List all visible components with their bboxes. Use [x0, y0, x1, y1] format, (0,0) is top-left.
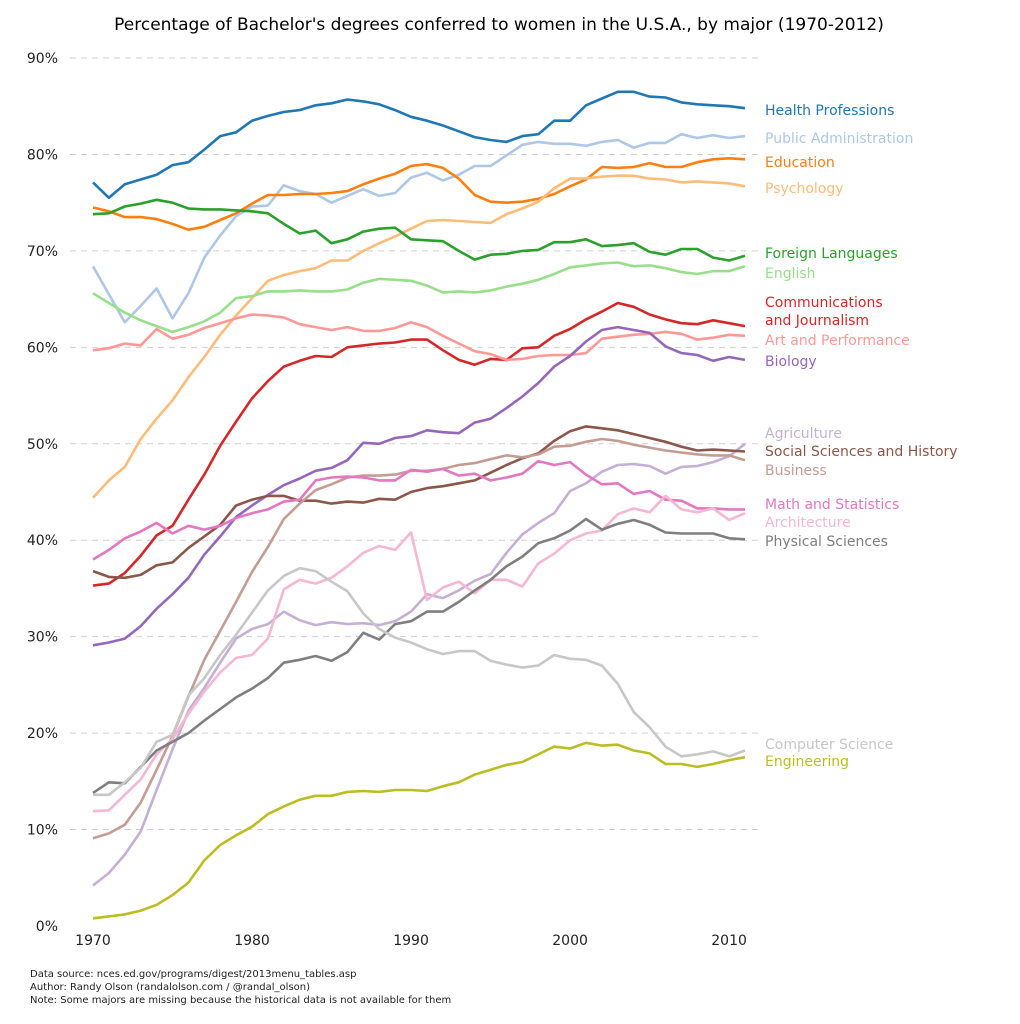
y-tick-label: 60%	[27, 340, 58, 356]
missing-majors-note: Note: Some majors are missing because th…	[30, 995, 452, 1006]
x-tick-label: 2010	[711, 933, 747, 949]
series-label-english: English	[765, 266, 816, 282]
series-label-engineering: Engineering	[765, 754, 849, 770]
series-label-math-and-statistics: Math and Statistics	[765, 497, 899, 513]
series-lines	[91, 90, 746, 920]
y-axis-ticks: 0% 10% 20% 30% 40% 50% 60% 70% 80% 90%	[27, 51, 58, 935]
series-label-art-and-performance: Art and Performance	[765, 333, 910, 349]
series-label-architecture: Architecture	[765, 515, 851, 531]
series-label-health-professions: Health Professions	[765, 103, 894, 119]
series-line-business	[92, 437, 746, 840]
y-tick-label: 10%	[27, 823, 58, 839]
x-tick-label: 2000	[552, 933, 588, 949]
series-line-biology	[92, 325, 746, 647]
data-source-note: Data source: nces.ed.gov/programs/digest…	[30, 969, 357, 980]
series-line-art-and-performance	[92, 313, 746, 362]
series-line-health-professions	[92, 90, 746, 200]
x-tick-label: 1970	[75, 933, 111, 949]
series-line-public-administration	[91, 132, 746, 324]
series-label-biology: Biology	[765, 354, 817, 370]
series-line-psychology	[92, 174, 746, 499]
y-tick-label: 20%	[27, 726, 58, 742]
x-tick-label: 1990	[393, 933, 429, 949]
y-tick-label: 50%	[27, 437, 58, 453]
author-note: Author: Randy Olson (randalolson.com / @…	[30, 982, 311, 993]
y-tick-label: 0%	[36, 919, 58, 935]
chart-title: Percentage of Bachelor's degrees conferr…	[114, 15, 884, 35]
y-tick-label: 70%	[27, 244, 58, 260]
series-labels: Health Professions Public Administration E…	[765, 103, 958, 770]
series-label-education: Education	[765, 155, 835, 171]
series-line-math-and-statistics	[92, 459, 745, 561]
x-tick-label: 1980	[234, 933, 270, 949]
gridlines	[70, 57, 760, 831]
series-label-public-administration: Public Administration	[765, 131, 913, 147]
y-tick-label: 30%	[27, 630, 58, 646]
y-tick-label: 90%	[27, 51, 58, 67]
series-label-physical-sciences: Physical Sciences	[765, 534, 888, 550]
series-label-business: Business	[765, 463, 827, 479]
y-tick-label: 40%	[27, 533, 58, 549]
series-line-foreign-languages	[92, 198, 746, 262]
series-line-education	[92, 157, 746, 231]
series-line-architecture	[92, 494, 746, 813]
series-label-agriculture: Agriculture	[765, 426, 842, 442]
series-line-english	[92, 261, 746, 334]
series-line-social-sciences-and-history	[92, 425, 746, 580]
series-label-communications-and-journalism: Communications and Journalism	[765, 295, 883, 329]
series-line-agriculture	[92, 442, 746, 887]
x-axis-ticks: 1970 1980 1990 2000 2010	[75, 933, 747, 949]
series-label-psychology: Psychology	[765, 181, 844, 197]
series-label-computer-science: Computer Science	[765, 737, 893, 753]
series-line-computer-science	[93, 566, 746, 797]
series-label-foreign-languages: Foreign Languages	[765, 246, 898, 262]
series-line-physical-sciences	[92, 517, 746, 794]
series-line-communications-and-journalism	[92, 301, 746, 587]
y-tick-label: 80%	[27, 147, 58, 163]
series-label-social-sciences-and-history: Social Sciences and History	[765, 444, 958, 460]
series-line-engineering	[92, 741, 746, 920]
